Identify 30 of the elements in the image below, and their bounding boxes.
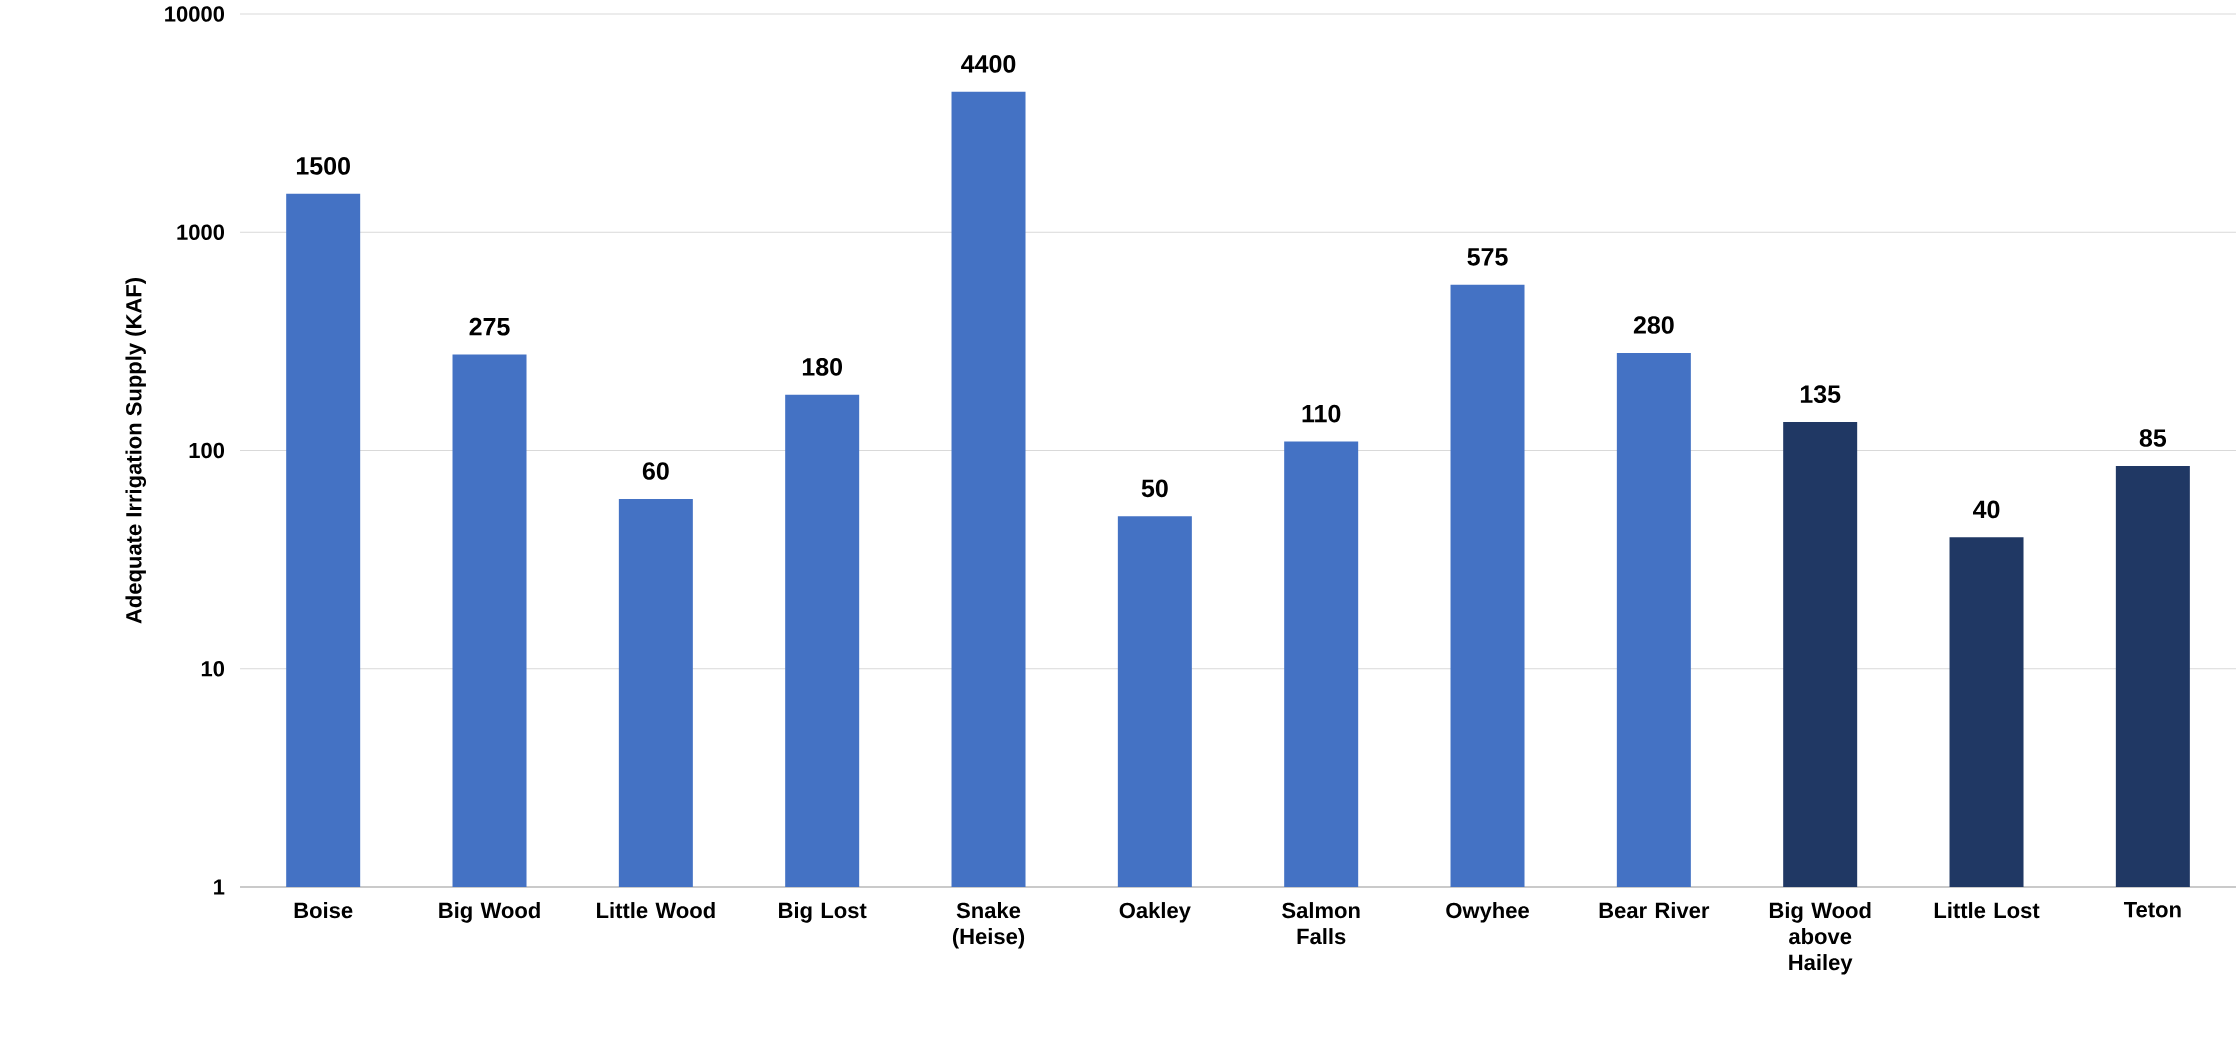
data-label: 60: [642, 462, 669, 480]
data-label: 1500: [296, 157, 350, 175]
x-tick-label: Big Lost: [779, 902, 867, 923]
data-label: 575: [1467, 248, 1508, 266]
x-tick-label: Snake (Heise): [952, 902, 1025, 949]
data-label: 135: [1800, 385, 1841, 403]
y-tick-label: 10000: [165, 6, 225, 22]
x-tick-label: Owyhee: [1446, 902, 1529, 923]
data-label: 4400: [961, 55, 1016, 73]
data-label: 110: [1302, 404, 1341, 423]
y-tick-label: 1000: [177, 224, 225, 241]
data-label: 50: [1141, 479, 1168, 498]
y-tick-label: 10: [201, 660, 225, 677]
data-label: 275: [469, 317, 510, 336]
x-tick-label: Little Wood: [597, 902, 715, 919]
x-tick-label: Big Wood: [439, 902, 540, 923]
data-label: 85: [2139, 429, 2167, 447]
x-tick-label: Teton: [2123, 902, 2181, 918]
x-tick-label: Little Lost: [1934, 902, 2040, 919]
data-label: 40: [1972, 500, 2000, 519]
x-tick-label: Boise: [294, 902, 353, 919]
y-tick-label: 1: [214, 879, 225, 895]
data-label: 180: [802, 358, 843, 376]
y-tick-label: 100: [189, 442, 225, 459]
x-tick-label: Bear River: [1599, 902, 1710, 919]
x-tick-label: Big Wood above Hailey: [1769, 902, 1871, 975]
x-tick-label: Salmon Falls: [1282, 902, 1360, 945]
y-axis-title: Adequate Irrigation Supply (KAF): [125, 278, 147, 624]
data-label: 280: [1633, 316, 1674, 334]
x-tick-label: Oakley: [1119, 902, 1191, 923]
